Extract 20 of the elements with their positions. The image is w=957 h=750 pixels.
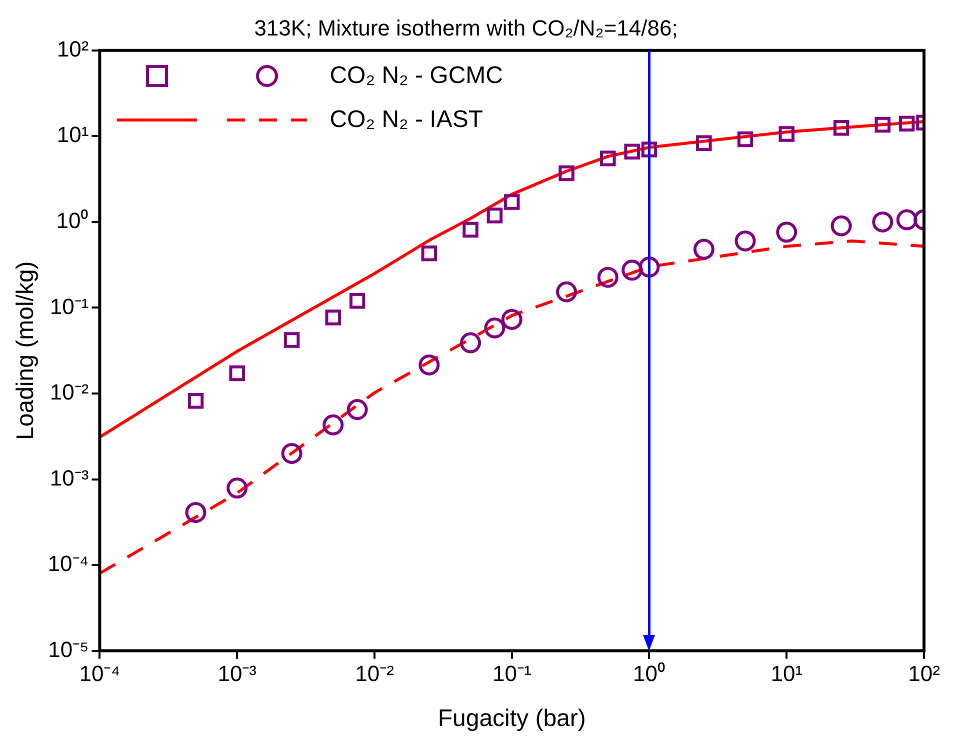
legend-label: CO₂ N₂ - IAST	[330, 105, 484, 136]
x-tick-label: 10⁻⁴	[79, 661, 120, 686]
y-tick-label: 10⁻⁴	[48, 551, 89, 576]
x-tick-label: 10⁻³	[218, 661, 256, 686]
y-tick-label: 10⁻¹	[50, 294, 89, 319]
y-tick-label: 10²	[56, 36, 89, 62]
x-tick-label: 10¹	[770, 661, 803, 686]
legend-label: CO₂ N₂ - GCMC	[330, 61, 504, 92]
y-axis-title: Loading (mol/kg)	[12, 261, 40, 440]
x-tick-label: 10⁻¹	[492, 661, 532, 686]
x-tick-label: 10⁰	[633, 661, 666, 686]
y-tick-label: 10⁰	[56, 208, 89, 234]
y-tick-label: 10⁻⁵	[48, 636, 89, 662]
y-tick-label: 10¹	[56, 122, 89, 148]
x-tick-label: 10²	[908, 661, 940, 686]
y-tick-label: 10⁻³	[50, 465, 89, 490]
y-tick-label: 10⁻²	[50, 380, 89, 405]
x-tick-label: 10⁻²	[355, 661, 394, 686]
chart-title: 313K; Mixture isotherm with CO₂/N₂=14/86;	[254, 15, 678, 40]
x-axis-title: Fugacity (bar)	[438, 705, 586, 732]
